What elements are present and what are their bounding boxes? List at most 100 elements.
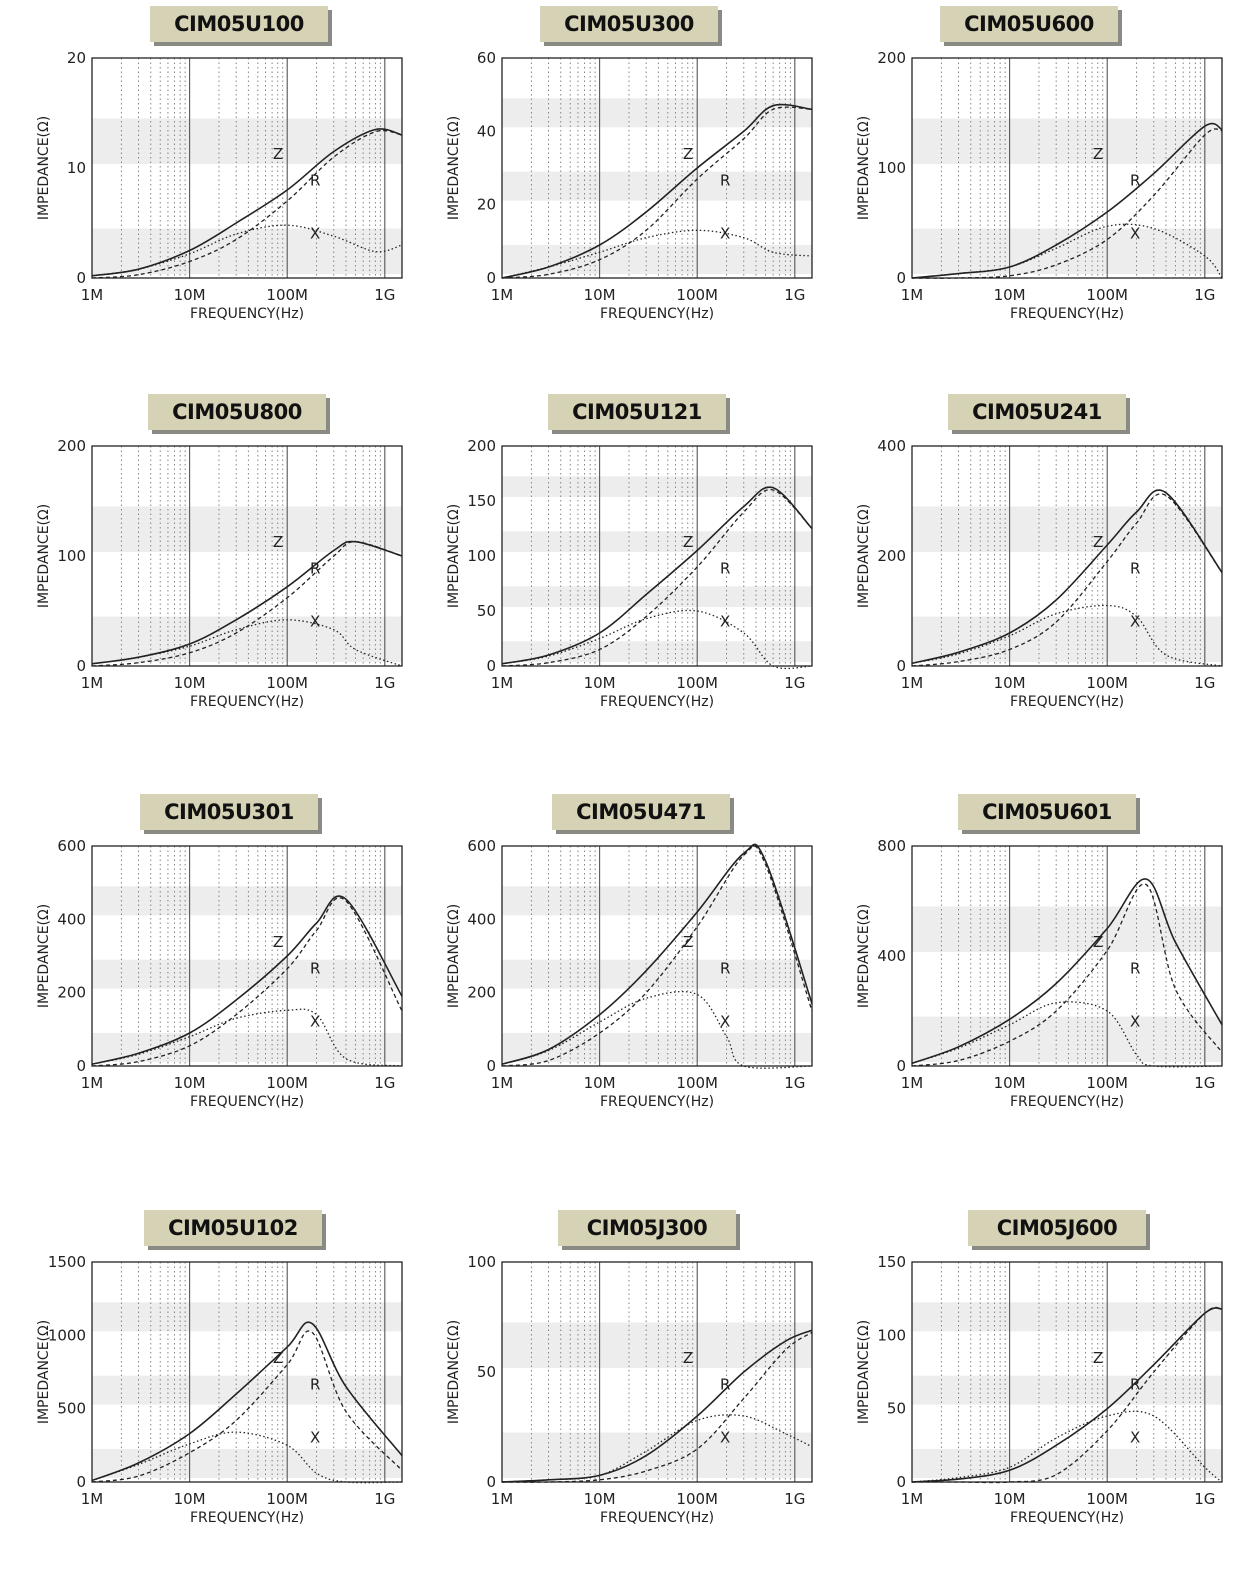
x-tick-label: 100M bbox=[266, 674, 308, 692]
chart-svg: 0 50 100 150 1M 10M 100M 1G Z R X bbox=[877, 1253, 1223, 1508]
impedance-chart: 0 10 20 1M 10M 100M 1G Z R X CIM05U100 IMPEDANCE(Ω)… bbox=[10, 6, 410, 386]
grid-band bbox=[502, 959, 812, 989]
grid-band bbox=[912, 1449, 1222, 1478]
series-line-r bbox=[91, 897, 403, 1067]
grid-band bbox=[92, 1375, 402, 1405]
y-tick-label: 100 bbox=[877, 1326, 906, 1344]
y-axis-label: IMPEDANCE(Ω) bbox=[446, 1319, 462, 1425]
series-line-r bbox=[501, 106, 813, 279]
plot-frame bbox=[501, 445, 813, 667]
series-label-r: R bbox=[310, 1376, 320, 1394]
series-line-r bbox=[91, 129, 403, 279]
series-label-r: R bbox=[310, 960, 320, 978]
x-tick-label: 100M bbox=[266, 286, 308, 304]
series-label-z: Z bbox=[1093, 933, 1103, 951]
series-line-r bbox=[911, 883, 1223, 1067]
series-label-x: X bbox=[720, 224, 730, 242]
impedance-chart: 0 500 1000 1500 1M 10M 100M 1G Z R X CIM05U102 IMPED… bbox=[10, 1210, 410, 1590]
series-line-z bbox=[501, 843, 813, 1065]
x-tick-label: 10M bbox=[174, 674, 206, 692]
x-tick-label: 100M bbox=[676, 286, 718, 304]
y-axis-label: IMPEDANCE(Ω) bbox=[36, 115, 52, 221]
x-tick-label: 1M bbox=[901, 674, 924, 692]
x-tick-label: 10M bbox=[584, 1490, 616, 1508]
series-label-x: X bbox=[1130, 1012, 1140, 1030]
y-tick-label: 100 bbox=[467, 547, 496, 565]
grid-band bbox=[502, 1432, 812, 1478]
grid-band bbox=[502, 98, 812, 128]
y-tick-label: 100 bbox=[467, 1253, 496, 1271]
x-axis-label: FREQUENCY(Hz) bbox=[189, 1510, 305, 1526]
series-label-r: R bbox=[1130, 960, 1140, 978]
y-tick-label: 1500 bbox=[48, 1253, 86, 1271]
x-tick-label: 10M bbox=[994, 286, 1026, 304]
chart-title: CIM05U301 bbox=[140, 794, 318, 830]
x-tick-label: 1M bbox=[81, 674, 104, 692]
series-line-z bbox=[911, 878, 1223, 1065]
impedance-chart: 0 50 100 1M 10M 100M 1G Z R X CIM05J300 IMPEDANCE(Ω… bbox=[420, 1210, 820, 1590]
y-tick-label: 400 bbox=[467, 910, 496, 928]
x-tick-label: 100M bbox=[1086, 1074, 1128, 1092]
y-tick-label: 400 bbox=[57, 910, 86, 928]
x-tick-label: 1M bbox=[491, 674, 514, 692]
series-label-z: Z bbox=[273, 933, 283, 951]
y-tick-label: 100 bbox=[57, 547, 86, 565]
chart-svg: 0 200 400 1M 10M 100M 1G Z R X bbox=[877, 437, 1223, 692]
y-tick-label: 0 bbox=[76, 269, 86, 287]
series-line-x bbox=[91, 1008, 403, 1067]
x-tick-label: 10M bbox=[994, 1074, 1026, 1092]
y-tick-label: 0 bbox=[896, 269, 906, 287]
chart-title: CIM05U100 bbox=[150, 6, 328, 42]
chart-title: CIM05U800 bbox=[148, 394, 326, 430]
series-label-r: R bbox=[1130, 1376, 1140, 1394]
grid-band bbox=[502, 586, 812, 607]
plot-frame bbox=[501, 1261, 813, 1483]
y-tick-label: 1000 bbox=[48, 1326, 86, 1344]
series-label-x: X bbox=[1130, 224, 1140, 242]
series-label-x: X bbox=[1130, 612, 1140, 630]
y-tick-label: 0 bbox=[896, 657, 906, 675]
series-label-r: R bbox=[310, 560, 320, 578]
impedance-chart: 0 50 100 150 1M 10M 100M 1G Z R X CIM05J600 IMPEDANC… bbox=[830, 1210, 1230, 1590]
impedance-chart: 0 400 800 1M 10M 100M 1G Z R X CIM05U601 IMPEDANCE(… bbox=[830, 794, 1230, 1174]
x-tick-label: 10M bbox=[174, 286, 206, 304]
y-axis-label: IMPEDANCE(Ω) bbox=[446, 503, 462, 609]
y-axis-label: IMPEDANCE(Ω) bbox=[856, 1319, 872, 1425]
y-tick-label: 200 bbox=[467, 437, 496, 455]
x-tick-label: 1G bbox=[784, 674, 805, 692]
y-tick-label: 0 bbox=[76, 657, 86, 675]
x-tick-label: 1M bbox=[81, 1490, 104, 1508]
chart-title: CIM05U600 bbox=[940, 6, 1118, 42]
impedance-chart: 0 100 200 1M 10M 100M 1G Z R X CIM05U600 IMPEDANCE(… bbox=[830, 6, 1230, 386]
x-axis-label: FREQUENCY(Hz) bbox=[189, 306, 305, 322]
y-tick-label: 0 bbox=[896, 1473, 906, 1491]
x-tick-label: 100M bbox=[1086, 286, 1128, 304]
series-line-r bbox=[91, 541, 403, 667]
x-tick-label: 10M bbox=[174, 1490, 206, 1508]
plot-frame bbox=[91, 845, 403, 1067]
x-tick-label: 1G bbox=[1194, 674, 1215, 692]
grid-band bbox=[912, 616, 1222, 662]
grid-band bbox=[912, 1375, 1222, 1405]
grid-band bbox=[92, 616, 402, 662]
series-label-z: Z bbox=[273, 533, 283, 551]
y-tick-label: 0 bbox=[486, 1473, 496, 1491]
grid-band bbox=[502, 531, 812, 552]
y-axis-label: IMPEDANCE(Ω) bbox=[856, 903, 872, 1009]
grid-band bbox=[92, 1302, 402, 1332]
chart-title: CIM05U471 bbox=[552, 794, 730, 830]
series-line-x bbox=[501, 229, 813, 279]
y-tick-label: 0 bbox=[76, 1057, 86, 1075]
chart-svg: 0 500 1000 1500 1M 10M 100M 1G Z R X bbox=[48, 1253, 403, 1508]
chart-svg: 0 200 400 600 1M 10M 100M 1G Z R X bbox=[467, 837, 813, 1092]
series-label-x: X bbox=[310, 224, 320, 242]
series-label-x: X bbox=[310, 1012, 320, 1030]
grid-band bbox=[92, 506, 402, 552]
series-label-x: X bbox=[720, 612, 730, 630]
chart-svg: 0 200 400 600 1M 10M 100M 1G Z R X bbox=[57, 837, 403, 1092]
series-label-r: R bbox=[720, 1376, 730, 1394]
x-tick-label: 1G bbox=[1194, 1074, 1215, 1092]
y-tick-label: 600 bbox=[57, 837, 86, 855]
y-tick-label: 150 bbox=[467, 492, 496, 510]
series-label-z: Z bbox=[683, 533, 693, 551]
